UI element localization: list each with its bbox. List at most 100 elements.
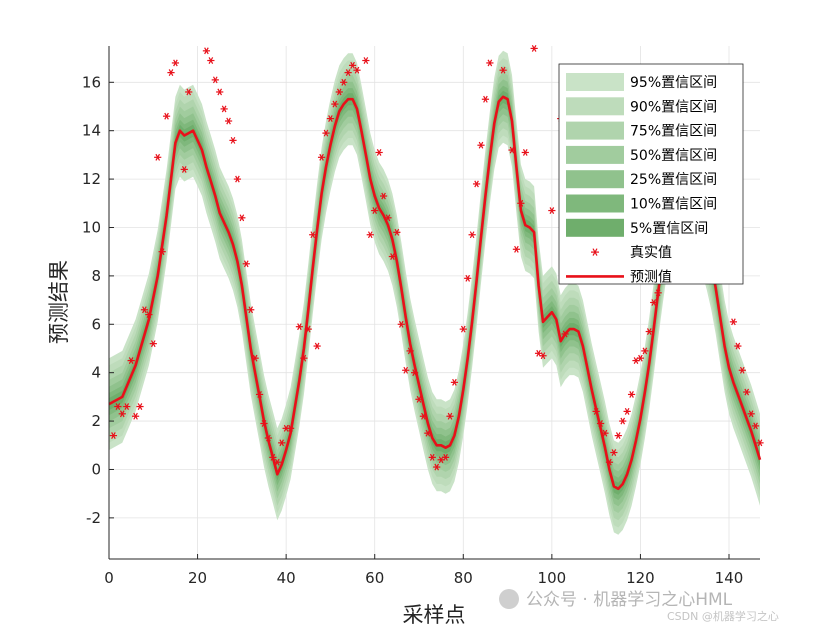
legend-label: 真实值 bbox=[630, 245, 672, 261]
x-tick-label: 80 bbox=[454, 569, 473, 587]
legend-label: 90%置信区间 bbox=[630, 99, 717, 115]
true-value-point bbox=[300, 354, 308, 362]
true-value-point bbox=[388, 253, 397, 260]
true-value-point bbox=[309, 231, 317, 239]
true-value-point bbox=[371, 207, 379, 214]
legend-label: 75%置信区间 bbox=[630, 124, 717, 140]
true-value-point bbox=[738, 366, 746, 374]
y-tick-label: 0 bbox=[91, 460, 101, 478]
prediction-line bbox=[108, 95, 762, 491]
legend-swatch bbox=[566, 97, 624, 116]
true-value-point bbox=[441, 453, 450, 461]
true-value-point bbox=[260, 420, 268, 427]
true-value-point bbox=[619, 417, 627, 425]
true-value-point bbox=[335, 88, 343, 96]
true-value-point bbox=[645, 328, 653, 335]
y-tick-label: 2 bbox=[91, 412, 101, 430]
axes bbox=[108, 46, 760, 560]
legend-swatch bbox=[566, 218, 624, 237]
true-value-point bbox=[450, 378, 459, 386]
legend-label: 10%置信区间 bbox=[630, 197, 717, 213]
true-value-point bbox=[477, 141, 485, 149]
true-value-point bbox=[530, 44, 538, 52]
true-value-point bbox=[136, 403, 144, 410]
true-value-point bbox=[255, 391, 264, 398]
true-value-point bbox=[286, 424, 295, 432]
true-value-point bbox=[433, 463, 441, 471]
true-value-point bbox=[472, 180, 481, 188]
watermark-small-text: CSDN @机器学习之心 bbox=[667, 609, 779, 623]
legend-swatch bbox=[566, 170, 624, 189]
true-value-point bbox=[185, 88, 193, 96]
true-value-point bbox=[481, 95, 490, 103]
true-value-point bbox=[162, 112, 171, 120]
true-value-point bbox=[238, 214, 246, 222]
true-value-point bbox=[623, 407, 631, 415]
x-tick-label: 40 bbox=[277, 569, 296, 587]
y-tick-label: 8 bbox=[91, 267, 101, 285]
true-value-point bbox=[654, 289, 662, 297]
true-value-point bbox=[229, 136, 237, 144]
legend-label: 预测值 bbox=[630, 269, 672, 285]
legend: 95%置信区间 90%置信区间 75%置信区间 50%置信区间 25%置信区间 10%置信… bbox=[558, 63, 744, 285]
confidence-band bbox=[109, 79, 760, 507]
true-value-point bbox=[295, 323, 304, 331]
y-axis-label: 预测结果 bbox=[47, 260, 71, 344]
y-tick-label: 14 bbox=[82, 122, 101, 140]
x-tick-label: 60 bbox=[365, 569, 384, 587]
true-value-point bbox=[180, 165, 188, 173]
true-value-point bbox=[269, 453, 277, 461]
legend-swatch bbox=[566, 73, 624, 91]
true-value-point bbox=[384, 214, 392, 222]
true-value-point bbox=[207, 57, 215, 64]
true-value-point bbox=[140, 306, 149, 314]
true-value-point bbox=[344, 69, 352, 77]
true-value-point bbox=[251, 354, 259, 362]
true-value-point bbox=[247, 306, 255, 314]
true-value-point bbox=[393, 228, 401, 236]
true-value-point bbox=[610, 449, 618, 456]
true-value-point bbox=[220, 105, 228, 113]
true-value-markers bbox=[109, 44, 764, 471]
true-value-point bbox=[747, 410, 755, 418]
true-value-point bbox=[216, 88, 224, 96]
legend-swatch bbox=[566, 194, 624, 213]
true-value-point bbox=[379, 192, 388, 200]
prediction-line-layer bbox=[108, 95, 762, 491]
true-value-point bbox=[233, 175, 242, 183]
watermark: 公众号 · 机器学习之心HML CSDN @机器学习之心 bbox=[499, 589, 779, 623]
true-value-point bbox=[539, 352, 547, 360]
y-tick-label: 16 bbox=[82, 73, 101, 91]
true-value-point bbox=[468, 231, 476, 239]
true-value-point bbox=[424, 429, 432, 437]
x-tick-label: 140 bbox=[715, 569, 744, 587]
tick-labels: 0 20 40 60 80 100 120 140 -2 0 2 4 6 8 10 12 14 16 bbox=[82, 73, 743, 587]
true-value-point bbox=[158, 248, 166, 256]
true-value-point bbox=[353, 66, 361, 74]
true-value-point bbox=[419, 412, 428, 420]
true-value-point bbox=[446, 412, 454, 420]
x-axis-label: 采样点 bbox=[403, 603, 466, 627]
watermark-text: 公众号 · 机器学习之心HML bbox=[526, 590, 733, 610]
y-tick-label: 10 bbox=[82, 218, 101, 236]
legend-label: 95%置信区间 bbox=[630, 75, 717, 91]
y-tick-label: 4 bbox=[91, 364, 101, 382]
legend-swatch bbox=[566, 121, 624, 140]
true-value-point bbox=[114, 403, 122, 410]
true-value-point bbox=[171, 59, 180, 67]
true-value-point bbox=[464, 274, 472, 282]
true-value-point bbox=[596, 420, 605, 427]
legend-label: 5%置信区间 bbox=[630, 221, 708, 237]
true-value-point bbox=[517, 199, 525, 207]
x-tick-label: 120 bbox=[626, 569, 655, 587]
true-value-point bbox=[601, 429, 609, 437]
true-value-point bbox=[211, 76, 219, 84]
true-value-point bbox=[650, 299, 658, 306]
true-value-point bbox=[131, 412, 140, 420]
true-value-point bbox=[202, 47, 211, 55]
true-value-point bbox=[512, 245, 521, 253]
true-value-point bbox=[636, 354, 645, 362]
true-value-point bbox=[145, 311, 153, 319]
legend-label: 50%置信区间 bbox=[630, 148, 717, 164]
